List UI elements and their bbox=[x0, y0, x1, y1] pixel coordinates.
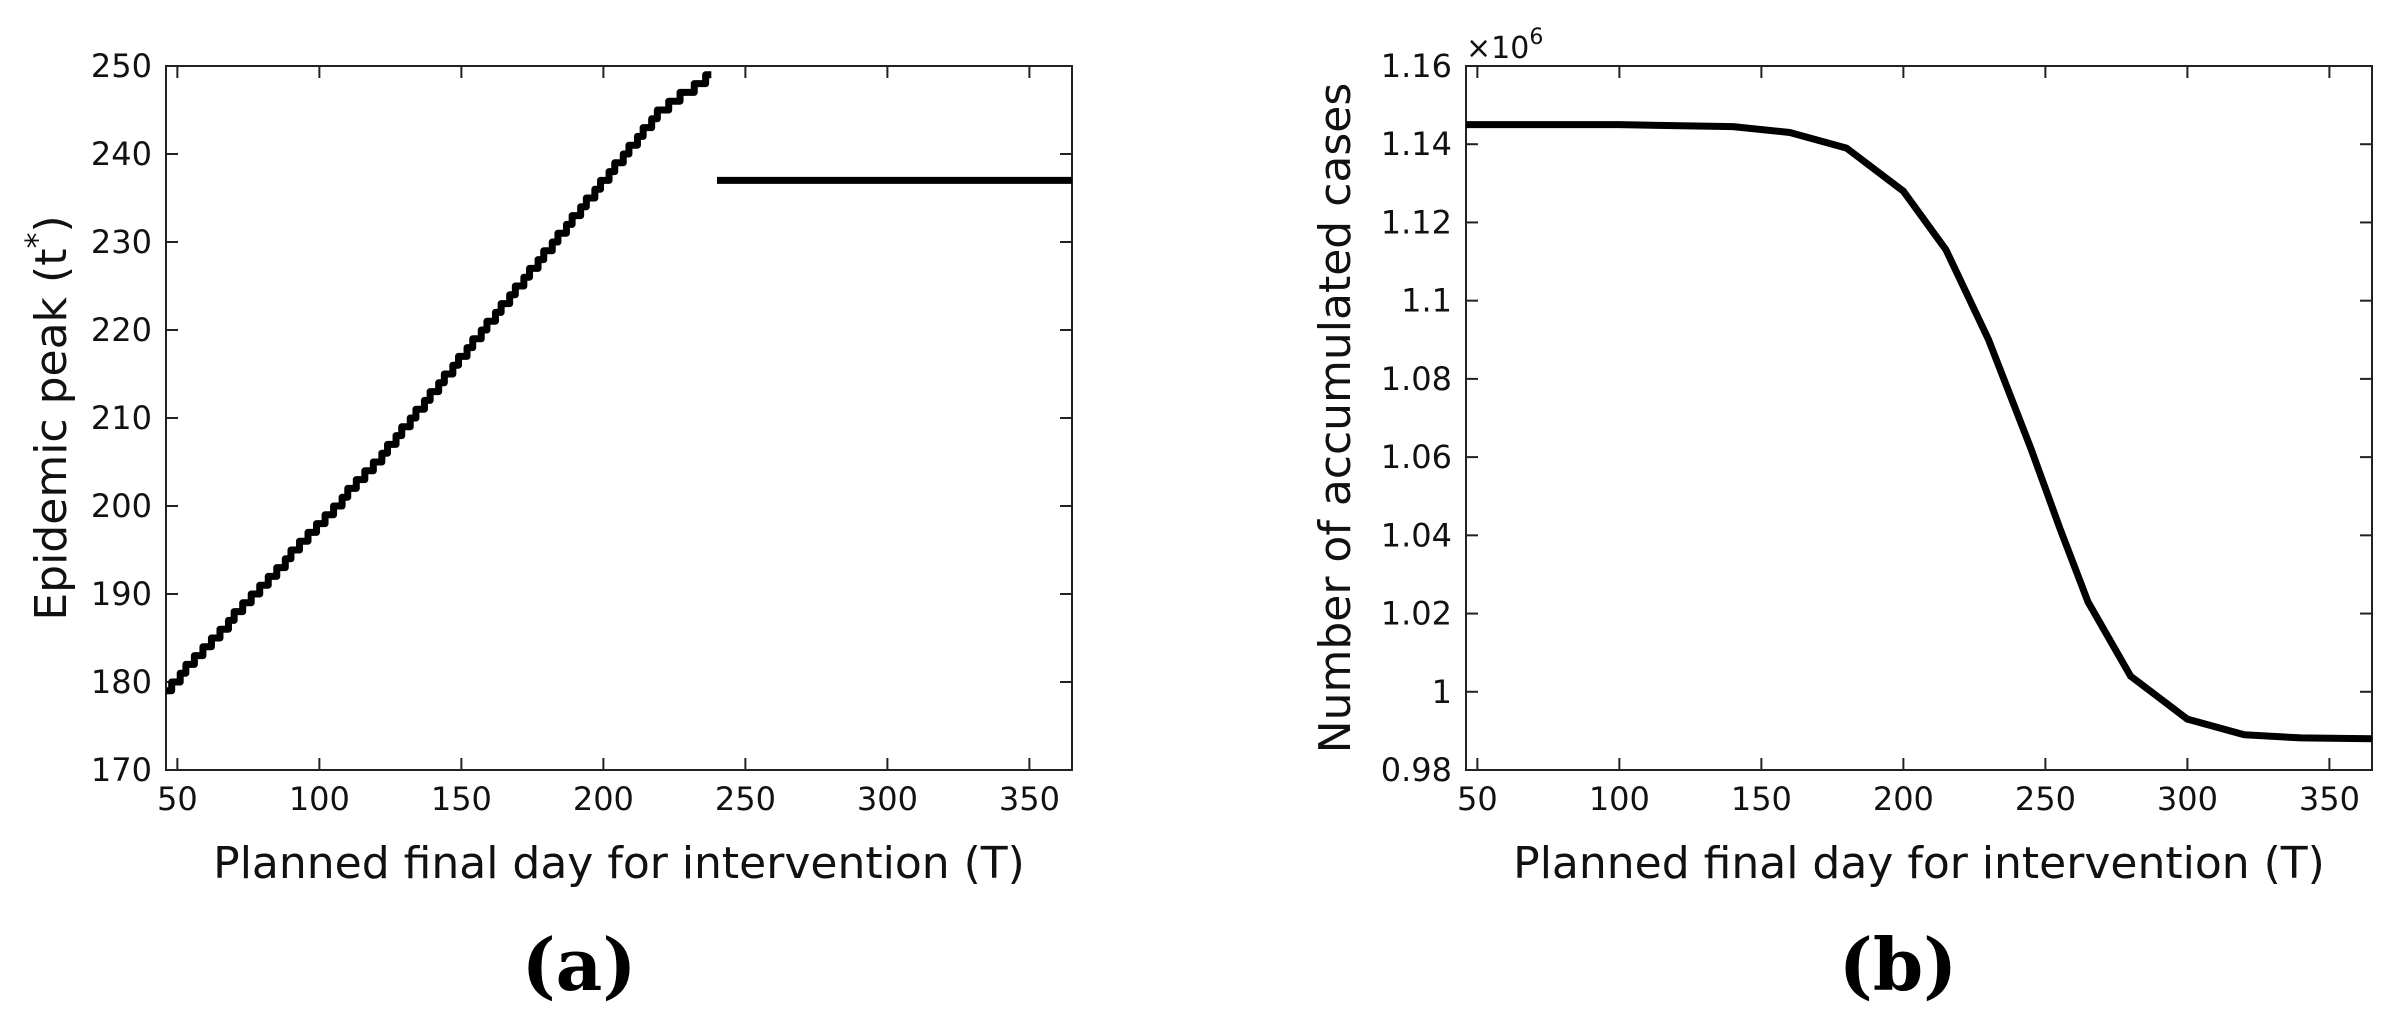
panel-label-b: (b) bbox=[1839, 922, 1957, 1007]
y-tick-label-b: 1.14 bbox=[1381, 125, 1452, 163]
plot-area-b bbox=[1465, 65, 2373, 771]
x-tick-label-b: 100 bbox=[1589, 780, 1650, 818]
x-axis-label-a: Planned final day for intervention (T) bbox=[213, 838, 1025, 889]
y-tick-label-b: 1.1 bbox=[1401, 282, 1452, 320]
y-tick-label-a: 240 bbox=[91, 135, 152, 173]
y-tick-label-b: 1.04 bbox=[1381, 516, 1452, 554]
y-tick-label-a: 210 bbox=[91, 399, 152, 437]
y-tick-label-b: 1.12 bbox=[1381, 203, 1452, 241]
y-tick-label-b: 1 bbox=[1432, 673, 1452, 711]
y-exponent-base: ×10 bbox=[1466, 31, 1529, 66]
y-ticks-b: 0.98 1 1.02 1.04 1.06 1.08 1.1 1.12 1.14 1.16 bbox=[1381, 47, 2372, 789]
chart-panel-b: 50 100 150 200 250 300 350 0.98 1 1.02 1.04 1.06 1.… bbox=[1310, 25, 2373, 1007]
x-tick-label-a: 100 bbox=[289, 780, 350, 818]
series-marks-b bbox=[1466, 121, 2373, 743]
x-ticks-b: 50 100 150 200 250 300 350 bbox=[1457, 66, 2360, 818]
y-tick-label-b: 1.06 bbox=[1381, 438, 1452, 476]
y-axis-label-a: Epidemic peak (t*) bbox=[18, 215, 77, 620]
x-tick-label-b: 350 bbox=[2299, 780, 2360, 818]
x-axis-label-b: Planned final day for intervention (T) bbox=[1513, 838, 2325, 889]
y-exponent-sup: 6 bbox=[1529, 25, 1543, 50]
y-tick-label-b: 1.08 bbox=[1381, 360, 1452, 398]
x-tick-label-a: 150 bbox=[431, 780, 492, 818]
y-axis-label-a-close: ) bbox=[26, 215, 77, 232]
y-tick-label-a: 170 bbox=[91, 751, 152, 789]
y-axis-label-b: Number of accumulated cases bbox=[1310, 83, 1361, 754]
x-tick-label-b: 300 bbox=[2157, 780, 2218, 818]
y-tick-label-a: 180 bbox=[91, 663, 152, 701]
series-marks-a bbox=[165, 71, 1072, 695]
y-axis-label-a-base: Epidemic peak (t bbox=[26, 249, 77, 621]
x-tick-label-b: 150 bbox=[1731, 780, 1792, 818]
series-line-a-segment-0 bbox=[165, 71, 712, 695]
x-tick-label-b: 200 bbox=[1873, 780, 1934, 818]
x-tick-label-b: 250 bbox=[2015, 780, 2076, 818]
y-tick-label-a: 250 bbox=[91, 47, 152, 85]
y-exponent-label-b: ×106 bbox=[1466, 25, 1543, 66]
x-tick-label-a: 50 bbox=[157, 780, 198, 818]
chart-panel-a: 50 100 150 200 250 300 350 170 180 190 200 210 220 2… bbox=[18, 47, 1073, 1007]
x-tick-label-a: 350 bbox=[999, 780, 1060, 818]
y-tick-label-a: 190 bbox=[91, 575, 152, 613]
y-tick-label-a: 230 bbox=[91, 223, 152, 261]
y-tick-label-b: 0.98 bbox=[1381, 751, 1452, 789]
y-ticks-a: 170 180 190 200 210 220 230 240 250 bbox=[91, 47, 1072, 789]
y-tick-label-a: 220 bbox=[91, 311, 152, 349]
panel-label-a: (a) bbox=[522, 922, 637, 1007]
y-tick-label-a: 200 bbox=[91, 487, 152, 525]
x-tick-label-a: 200 bbox=[573, 780, 634, 818]
x-tick-label-a: 300 bbox=[857, 780, 918, 818]
plot-area-a bbox=[165, 65, 1073, 771]
y-tick-label-b: 1.16 bbox=[1381, 47, 1452, 85]
x-ticks-a: 50 100 150 200 250 300 350 bbox=[157, 66, 1060, 818]
x-tick-label-b: 50 bbox=[1457, 780, 1498, 818]
y-tick-label-b: 1.02 bbox=[1381, 595, 1452, 633]
y-axis-label-a-sup: * bbox=[18, 233, 56, 249]
series-line-b-segment-0 bbox=[1466, 121, 2373, 743]
x-tick-label-a: 250 bbox=[715, 780, 776, 818]
